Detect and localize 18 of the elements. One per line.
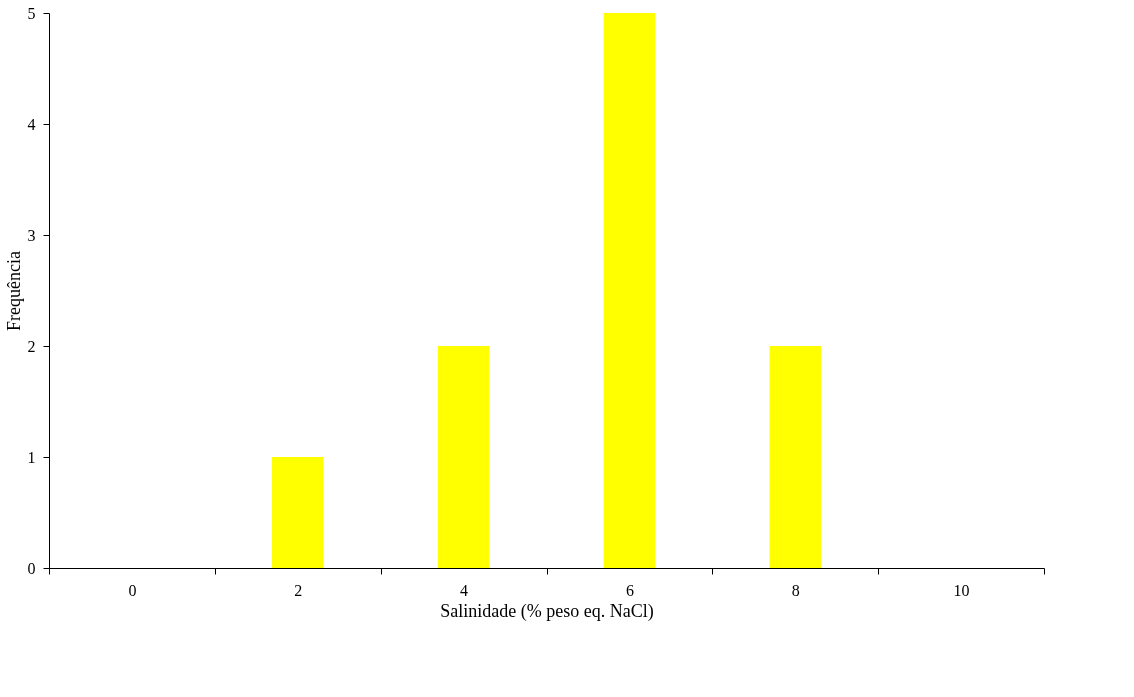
bar [769, 346, 821, 568]
x-tick-label: 0 [128, 581, 137, 599]
y-tick-label: 1 [27, 448, 36, 466]
y-axis-title: Frequência [3, 251, 24, 331]
y-tick-label: 3 [27, 226, 36, 244]
bar [603, 13, 656, 568]
y-tick-label: 2 [27, 337, 36, 355]
y-tick-label: 4 [27, 115, 36, 133]
x-tick-label: 4 [460, 581, 469, 599]
x-tick-label: 10 [953, 581, 970, 599]
bar [437, 346, 490, 568]
x-tick-label: 6 [625, 581, 634, 599]
bar [272, 457, 324, 568]
x-axis-title: Salinidade (% peso eq. NaCl) [440, 600, 654, 622]
y-tick-label: 5 [27, 4, 36, 22]
y-tick-label: 0 [27, 559, 36, 577]
x-tick-label: 8 [791, 581, 800, 599]
x-tick-label: 2 [294, 581, 303, 599]
